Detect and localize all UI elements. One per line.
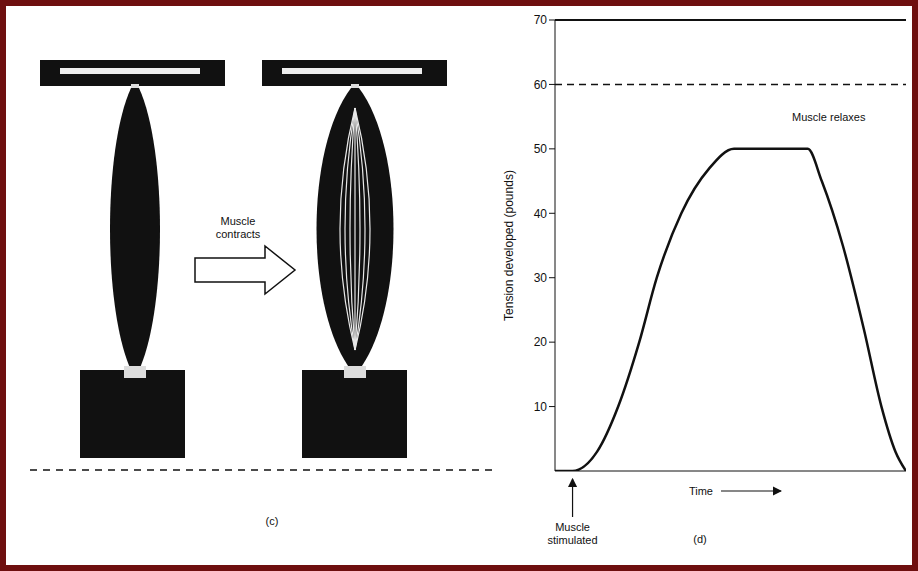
svg-text:Musclestimulated: Musclestimulated — [547, 521, 597, 546]
svg-text:Muscle relaxes: Muscle relaxes — [792, 111, 866, 123]
svg-text:30: 30 — [534, 271, 548, 285]
svg-text:(c): (c) — [266, 515, 279, 527]
svg-text:20: 20 — [534, 335, 548, 349]
svg-text:Time: Time — [689, 485, 713, 497]
svg-text:50: 50 — [534, 142, 548, 156]
svg-text:70: 70 — [534, 13, 548, 27]
svg-text:(d): (d) — [693, 533, 706, 545]
svg-text:Musclecontracts: Musclecontracts — [216, 215, 261, 240]
svg-text:60: 60 — [534, 78, 548, 92]
svg-text:40: 40 — [534, 207, 548, 221]
svg-text:Tension developed (pounds): Tension developed (pounds) — [502, 170, 516, 321]
svg-text:10: 10 — [534, 400, 548, 414]
